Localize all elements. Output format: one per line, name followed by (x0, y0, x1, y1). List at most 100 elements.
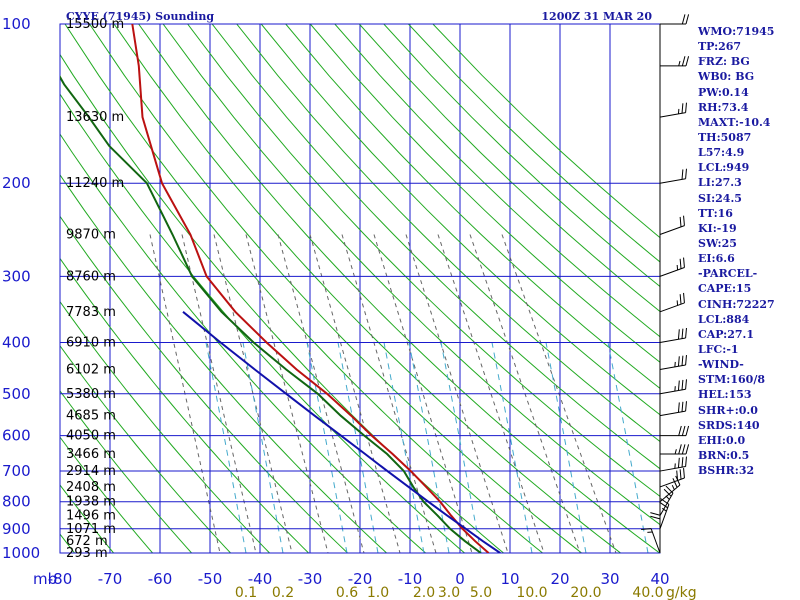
wind-barb-feather (679, 294, 682, 305)
wind-barb-feather (685, 456, 687, 467)
wind-barb-staff (659, 225, 685, 235)
moist-adiabat-2 (213, 234, 293, 553)
wind-barb-feather (672, 478, 678, 488)
index-item: LFC:-1 (698, 342, 739, 356)
isotherm-label-40: 40 (650, 570, 669, 588)
wind-barb-750 (659, 468, 685, 488)
wind-barb-feather (659, 501, 668, 509)
moist-adiabat-5 (309, 234, 401, 553)
index-item: EI:6.6 (698, 252, 735, 266)
index-item: LCL:949 (698, 161, 750, 175)
index-item: BSHR:32 (698, 464, 755, 478)
wind-barb-feather (683, 215, 685, 226)
height-label-700: 2914 m (66, 464, 116, 479)
wind-barb-staff (659, 112, 686, 118)
wind-barb-staff (659, 364, 686, 371)
moist-adiabat-11 (501, 234, 617, 553)
index-item: TH:5087 (698, 130, 752, 144)
mixing-ratio-line-6 (440, 342, 482, 553)
index-item: SRDS:140 (698, 418, 760, 432)
wind-barb-500 (659, 379, 687, 395)
wind-barb-feather (681, 14, 686, 25)
pressure-label-800: 800 (2, 493, 31, 511)
mixing-ratio-label-8: 20.0 (570, 585, 601, 600)
index-item: WB0: BG (698, 70, 755, 84)
wind-barb-staff (659, 267, 685, 277)
moist-adiabat-9 (437, 234, 545, 553)
wind-barb-feather (677, 356, 680, 367)
mixing-ratio-label-4: 2.0 (413, 585, 435, 600)
wind-barb-350 (659, 292, 685, 313)
dry-adiabat-280 (60, 215, 348, 553)
wind-barb-feather (662, 507, 667, 512)
mixing-ratio-label-5: 3.0 (438, 585, 460, 600)
wind-barb-feather (678, 60, 681, 67)
height-label-150: 13630 m (66, 110, 124, 125)
isotherm-label--60: -60 (148, 570, 173, 588)
sounding-profiles (60, 24, 501, 553)
dry-adiabat-240 (60, 390, 192, 553)
moist-adiabat-8 (405, 234, 509, 553)
isotherm-label--20: -20 (348, 570, 373, 588)
index-item: SHR+:0.0 (698, 403, 758, 417)
wind-barb-staff (659, 477, 685, 488)
index-item: MAXT:-10.4 (698, 115, 771, 129)
wind-barb-400 (659, 327, 687, 343)
wind-barb-feather (685, 168, 687, 179)
pressure-label-100: 100 (2, 15, 31, 33)
wind-barb-feather (677, 457, 680, 468)
pressure-label-200: 200 (2, 174, 31, 192)
wind-barb-staff (659, 410, 686, 417)
wind-barb-feather (641, 528, 652, 530)
dry-adiabat-430 (309, 24, 660, 363)
index-item: RH:73.4 (698, 100, 749, 114)
wind-barb-feather (677, 402, 680, 413)
index-item: WMO:71945 (698, 25, 775, 38)
temperature-profile (131, 24, 490, 553)
dry-adiabat-lines (60, 24, 660, 553)
mixing-ratio-label-3: 1.0 (367, 585, 389, 600)
index-item: SI:24.5 (698, 191, 742, 205)
dry-adiabat-420 (285, 24, 660, 389)
parcel-profile (182, 311, 501, 553)
dry-adiabat-330 (64, 24, 543, 553)
index-item: PW:0.14 (698, 85, 749, 99)
dry-adiabat-260 (60, 300, 270, 553)
isotherm-label--80: -80 (48, 570, 73, 588)
moist-adiabat-1 (181, 234, 257, 553)
height-label-250: 9870 m (66, 228, 116, 243)
wind-barbs (641, 14, 690, 554)
height-label-450: 6102 m (66, 363, 116, 378)
dewpoint-profile (60, 75, 482, 553)
moist-adiabat-3 (245, 234, 329, 553)
dry-adiabat-310 (60, 93, 465, 553)
mixing-ratio-label-1: 0.2 (272, 585, 294, 600)
index-item: TT:16 (698, 206, 733, 220)
wind-barb-feather (681, 379, 684, 390)
dry-adiabat-370 (162, 24, 660, 526)
mixing-ratio-label-7: 10.0 (516, 585, 547, 600)
time-title: 1200Z 31 MAR 20 (541, 10, 652, 23)
stability-indices-panel: WMO:71945 TP:267 FRZ: BG WB0: BG PW:0.14 RH:7… (698, 24, 798, 478)
index-item: CINH:72227 (698, 297, 775, 311)
mixing-ratio-label-2: 0.6 (336, 585, 358, 600)
moist-adiabat-7 (373, 234, 473, 553)
index-item: FRZ: BG (698, 55, 750, 69)
height-label-200: 11240 m (66, 176, 124, 191)
wind-barb-feather (681, 328, 684, 339)
pressure-label-900: 900 (2, 520, 31, 538)
height-label-1000: 293 m (66, 546, 108, 561)
mixing-ratio-line-4 (383, 342, 425, 553)
dry-adiabat-350 (113, 24, 621, 553)
wind-barb-feather (676, 470, 679, 481)
wind-barb-feather (681, 56, 686, 67)
index-item: CAP:27.1 (698, 327, 755, 341)
wind-barb-feather (678, 425, 682, 436)
dry-adiabat-410 (260, 24, 660, 416)
dry-adiabat-290 (60, 173, 387, 553)
wind-barb-feather (683, 257, 685, 268)
wind-barb-550 (659, 401, 687, 417)
height-label-550: 4685 m (66, 409, 116, 424)
dry-adiabat-380 (187, 24, 660, 497)
wind-barb-950 (650, 512, 661, 542)
